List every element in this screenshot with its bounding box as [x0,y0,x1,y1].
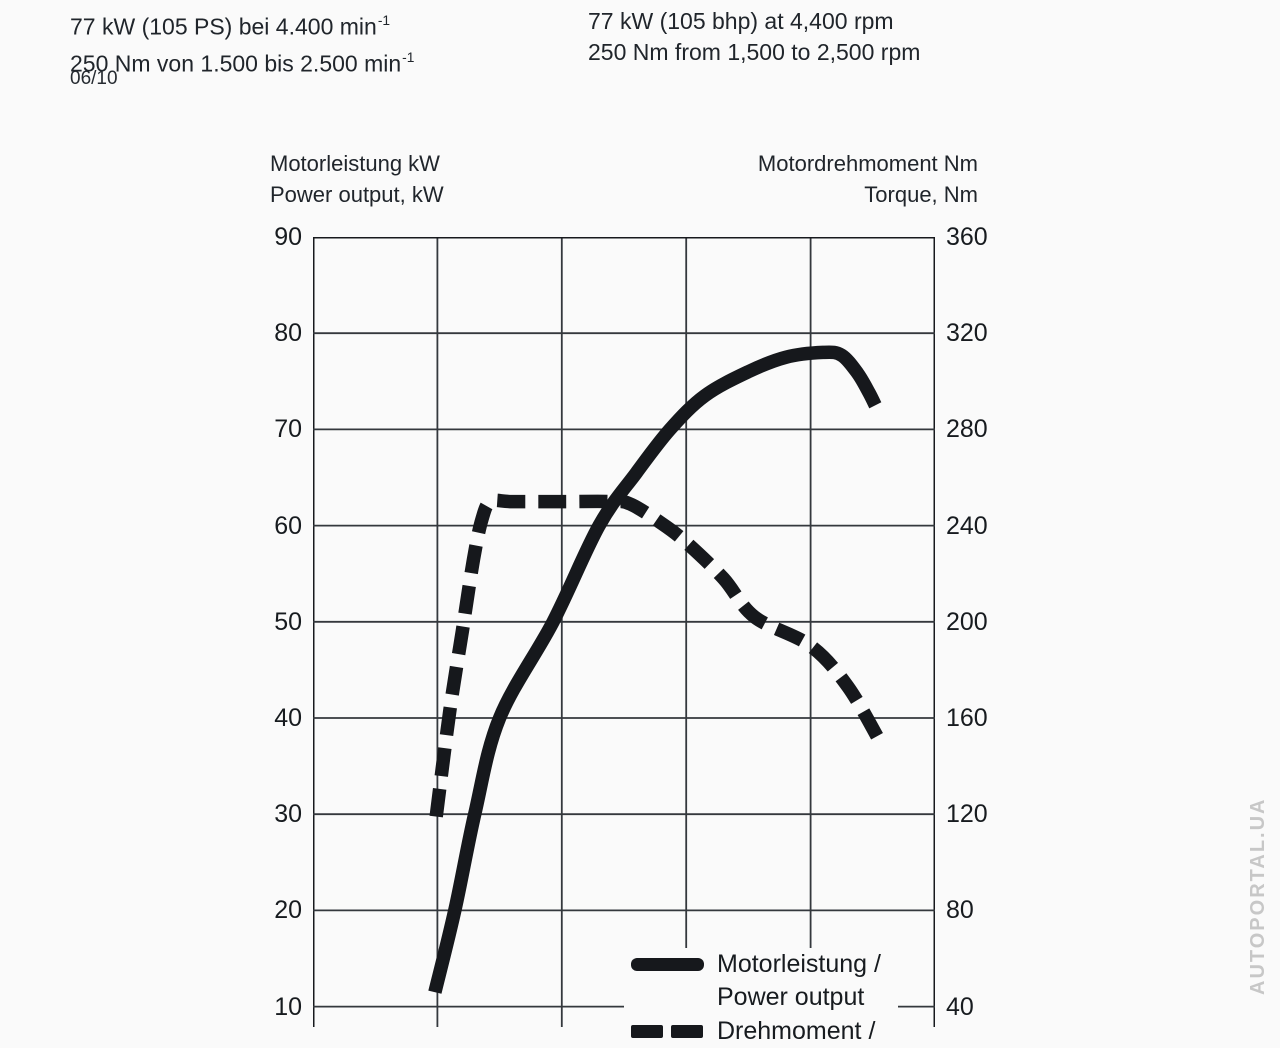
y-tick-right-280: 280 [946,415,988,444]
spec-en-line2: 250 Nm from 1,500 to 2,500 rpm [588,39,921,65]
spec-en-line1: 77 kW (105 bhp) at 4,400 rpm [588,8,894,34]
right-axis-title-en: Torque, Nm [864,182,978,207]
watermark: AUTOPORTAL.UA [1247,797,1269,995]
spec-de-line1-text: 77 kW (105 PS) bei 4.400 min [70,13,377,40]
legend-item-torque: Drehmoment / [631,1015,898,1048]
y-tick-left-60: 60 [274,511,302,540]
engine-spec-english: 77 kW (105 bhp) at 4,400 rpm 250 Nm from… [588,6,920,68]
y-tick-right-80: 80 [946,896,974,925]
spec-de-line1: 77 kW (105 PS) bei 4.400 min-1 [70,6,414,43]
power-curve [428,345,882,994]
right-axis-title: Motordrehmoment Nm Torque, Nm [648,148,978,210]
y-tick-right-40: 40 [946,992,974,1021]
y-tick-right-320: 320 [946,319,988,348]
left-axis-title-en: Power output, kW [270,182,444,207]
y-tick-left-40: 40 [274,704,302,732]
spec-de-line2-text: 250 Nm von 1.500 bis 2.500 min [70,50,402,77]
legend-power-line2: Power output [717,983,865,1011]
revision-date: 06/10 [70,68,118,89]
spec-de-line1-superscript: -1 [377,13,391,29]
y-tick-left-30: 30 [274,800,302,829]
left-axis-title: Motorleistung kW Power output, kW [270,148,444,210]
y-tick-left-70: 70 [274,415,302,444]
torque-curve [429,493,887,818]
spec-de-line2-superscript: -1 [402,49,415,65]
y-tick-right-360: 360 [946,223,988,251]
y-tick-left-90: 90 [274,223,302,251]
y-tick-left-50: 50 [274,607,302,636]
engine-spec-german: 77 kW (105 PS) bei 4.400 min-1 250 Nm vo… [70,6,414,79]
legend-item-power: Motorleistung / Power output [631,948,898,1014]
solid-line-swatch [631,958,704,971]
y-tick-right-200: 200 [946,607,988,636]
performance-plot [313,237,935,1027]
y-tick-left-20: 20 [274,896,302,925]
right-axis-title-de: Motordrehmoment Nm [757,151,978,176]
left-axis-title-de: Motorleistung kW [270,151,440,176]
dashed-line-swatch [631,1015,717,1038]
spec-de-line2: 250 Nm von 1.500 bis 2.500 min-1 [70,43,414,80]
plot-legend: Motorleistung / Power output Drehmoment … [624,948,898,1045]
y-tick-right-160: 160 [946,704,988,732]
legend-torque-line1: Drehmoment / [717,1017,876,1045]
legend-power-line1: Motorleistung / [717,950,881,978]
y-tick-left-80: 80 [274,319,302,348]
y-tick-right-240: 240 [946,511,988,540]
y-tick-left-10: 10 [274,992,302,1021]
y-tick-right-120: 120 [946,800,988,829]
